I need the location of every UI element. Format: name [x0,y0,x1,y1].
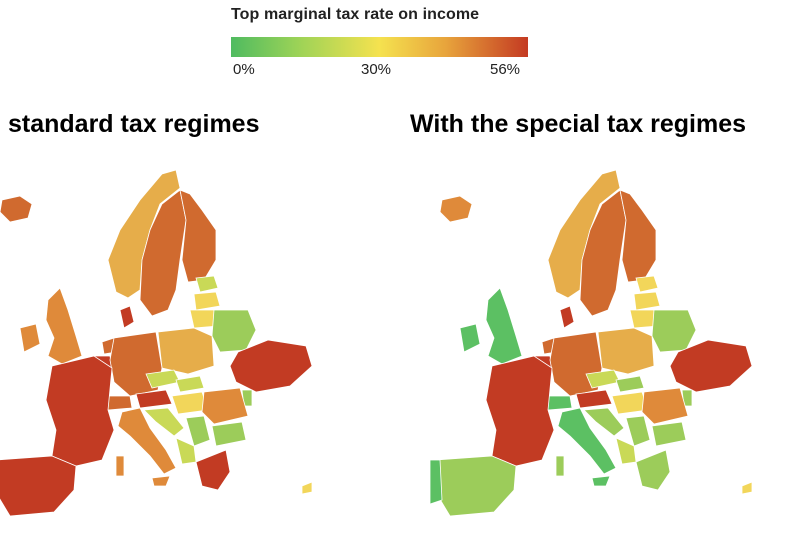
region-spain [0,455,77,517]
region-serbia [185,415,211,447]
legend-tick-56: 56% [490,61,521,78]
region-ireland [459,323,481,353]
region-estonia [635,275,659,293]
region-sicily [151,475,171,487]
region-denmark [559,305,575,329]
region-finland [179,189,217,283]
region-belarus [651,309,697,353]
region-uk [45,287,83,365]
region-poland [157,327,215,375]
region-ukraine [669,339,753,393]
region-slovakia [615,375,645,393]
region-norway [547,169,621,299]
region-latvia [633,291,661,311]
region-norway [107,169,181,299]
right-panel-title: With the special tax regimes [410,110,746,138]
region-latvia [193,291,221,311]
region-sweden [579,189,627,317]
region-austria [575,389,613,409]
region-france [45,355,115,467]
legend-color-bar [231,37,528,57]
region-ukraine [229,339,313,393]
region-uk [485,287,523,365]
region-sardinia [555,455,565,477]
region-slovenia-croatia [583,407,625,437]
region-bulgaria [211,421,247,447]
region-iceland [0,195,33,223]
region-france [485,355,555,467]
region-romania [641,387,689,425]
region-slovenia-croatia [143,407,185,437]
region-austria [135,389,173,409]
legend-tick-0: 0% [233,61,255,78]
region-cyprus [301,481,313,495]
region-ireland [19,323,41,353]
region-finland [619,189,657,283]
region-switzerland [547,395,573,411]
region-serbia [625,415,651,447]
region-cyprus [741,481,753,495]
region-spain [435,455,517,517]
region-italy [117,407,177,475]
region-sweden [139,189,187,317]
map-special-regimes [430,169,753,517]
region-slovakia [175,375,205,393]
region-greece [635,449,671,491]
region-bulgaria [651,421,687,447]
region-estonia [195,275,219,293]
region-greece [195,449,231,491]
legend-tick-30: 30% [361,61,392,78]
map-standard-regimes [0,169,313,517]
region-portugal [430,459,443,505]
region-belarus [211,309,257,353]
region-romania [201,387,249,425]
region-switzerland [107,395,133,411]
left-panel-title: standard tax regimes [8,110,260,138]
region-denmark [119,305,135,329]
region-italy [557,407,617,475]
region-poland [597,327,655,375]
region-iceland [439,195,473,223]
region-sardinia [115,455,125,477]
legend-title: Top marginal tax rate on income [231,6,480,23]
region-sicily [591,475,611,487]
